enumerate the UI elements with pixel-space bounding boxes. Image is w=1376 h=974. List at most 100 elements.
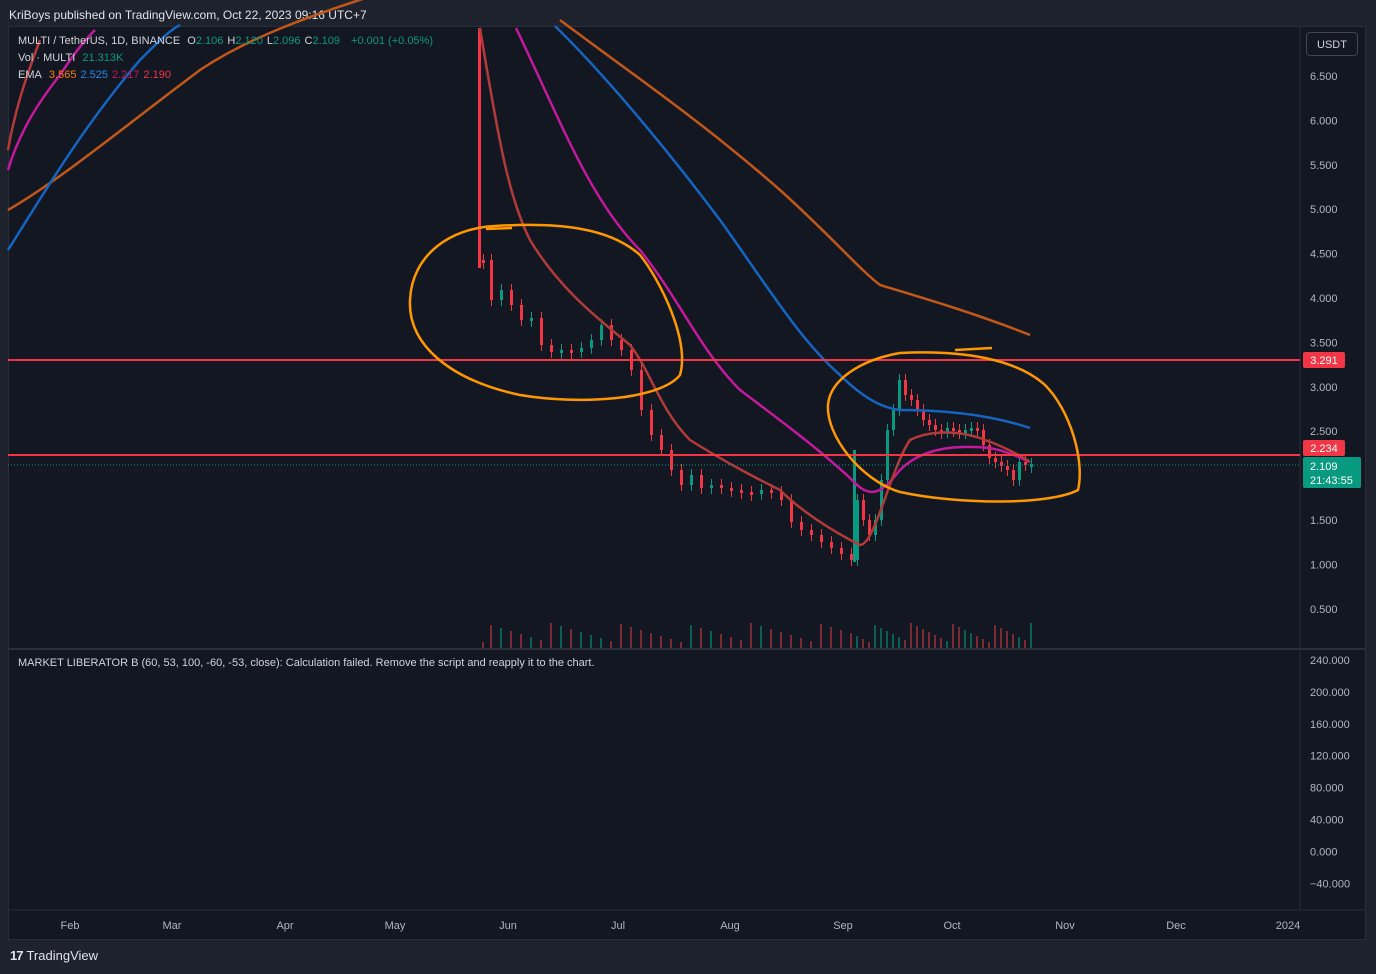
candle-body [880,480,883,520]
symbol-legend[interactable]: MULTI / TetherUS, 1D, BINANCE O2.106 H2.1… [18,35,437,47]
ema-values: 3.565 2.525 2.217 2.190 [49,69,175,81]
volume-bar [482,642,484,648]
indicator-tick: 120.000 [1310,751,1350,763]
candle-body [892,410,895,430]
candle-body [916,400,919,410]
candle-body [856,500,859,560]
ohlc-value-l: 2.096 [272,35,301,47]
price-tick: 1.500 [1310,515,1338,527]
candle-body [590,340,593,348]
candle-body [700,475,703,488]
time-tick: May [385,920,406,932]
candle-body [640,370,643,410]
volume-bar [560,626,562,648]
currency-button[interactable]: USDT [1306,32,1358,56]
volume-bar [1006,631,1008,648]
price-tick: 1.000 [1310,559,1338,571]
time-axis[interactable]: Feb Mar Apr May Jun Jul Aug Sep Oct Nov Dec 2024 [61,920,1301,932]
symbol-title[interactable]: MULTI / TetherUS, 1D, BINANCE [18,35,181,47]
candle-body [964,430,967,433]
indicator-error-message: MARKET LIBERATOR B (60, 53, 100, -60, -5… [18,657,595,669]
ema-label[interactable]: EMA [18,69,42,81]
volume-bar [952,624,954,648]
annotation-ellipse-left [408,223,684,402]
ema-value-0: 3.565 [48,69,77,81]
footer-brand[interactable]: 17 TradingView [10,948,98,963]
ohlc-values: O2.106 H2.120 L2.096 C2.109 [187,35,344,47]
volume-bar [720,634,722,648]
price-tick: 5.000 [1310,204,1338,216]
volume-bar [850,633,852,648]
volume-bar [934,635,936,648]
volume-legend[interactable]: Vol · MULTI 21.313K [18,52,127,64]
candle-body [660,435,663,450]
candle-body [904,380,907,395]
candlesticks[interactable] [478,28,1033,566]
ohlc-key-l: L [266,35,273,47]
candle-body [482,260,485,263]
volume-bar [928,632,930,648]
candle-body [770,490,773,493]
volume-bar [800,638,802,648]
candle-body [946,428,949,432]
volume-bar [1024,640,1026,648]
hand-drawn-annotations[interactable] [408,223,1081,503]
candle-body [710,485,713,488]
candle-body [750,492,753,495]
volume-bar [1018,637,1020,648]
volume-bar [830,627,832,648]
candle-body [1012,470,1015,480]
volume-bar [510,631,512,648]
indicator-tick: 40.000 [1310,815,1344,827]
ema-legend[interactable]: EMA 3.565 2.525 2.217 2.190 [18,69,179,81]
candle-body [610,325,613,340]
candle-body [820,535,823,542]
candle-body [600,325,603,340]
volume-bar [680,642,682,648]
candle-body [690,475,693,485]
volume-bar [904,640,906,648]
candle-body [922,410,925,420]
candle-body [1006,466,1009,470]
ohlc-value-c: 2.109 [312,35,340,47]
candle-body [970,428,973,431]
volume-bar [620,624,622,648]
candle-body [1018,462,1021,480]
price-axis[interactable]: 6.500 6.000 5.500 5.000 4.500 4.000 3.500 3.000… [1310,71,1338,616]
price-tick: 3.500 [1310,337,1338,349]
volume-bar [660,636,662,648]
candle-body [720,485,723,488]
volume-bar [1030,623,1032,648]
time-tick: Jun [499,920,517,932]
volume-bar [500,628,502,648]
volume-bar [880,628,882,648]
indicator-tick: 160.000 [1310,719,1350,731]
indicator-axis[interactable]: 240.000 200.000 160.000 120.000 80.000 40.000… [1310,655,1350,890]
candle-body [540,318,543,345]
candle-body [952,428,955,431]
time-tick: 2024 [1276,920,1300,932]
volume-bar [550,623,552,648]
ema-line-red [6,27,1031,547]
candle-body [500,290,503,300]
candle-body [620,340,623,350]
price-badge-high-text: 3.291 [1310,355,1338,367]
annotation-ellipse-right [826,351,1081,503]
candle-body [800,522,803,530]
ohlc-key-h: H [227,35,236,47]
volume-bar [750,623,752,648]
time-tick: Mar [163,920,182,932]
price-tick: 5.500 [1310,160,1338,172]
volume-label[interactable]: Vol · MULTI [18,52,76,64]
annotation-tick-right [954,346,993,352]
annotation-tick-left [485,226,513,231]
volume-bar [610,641,612,648]
chart-frame[interactable] [8,26,1366,940]
volume-bar [840,630,842,648]
candle-body [1000,462,1003,466]
footer-brand-text: TradingView [26,948,99,963]
candle-body [670,450,673,470]
volume-bar [862,639,864,648]
candle-body [994,458,997,462]
